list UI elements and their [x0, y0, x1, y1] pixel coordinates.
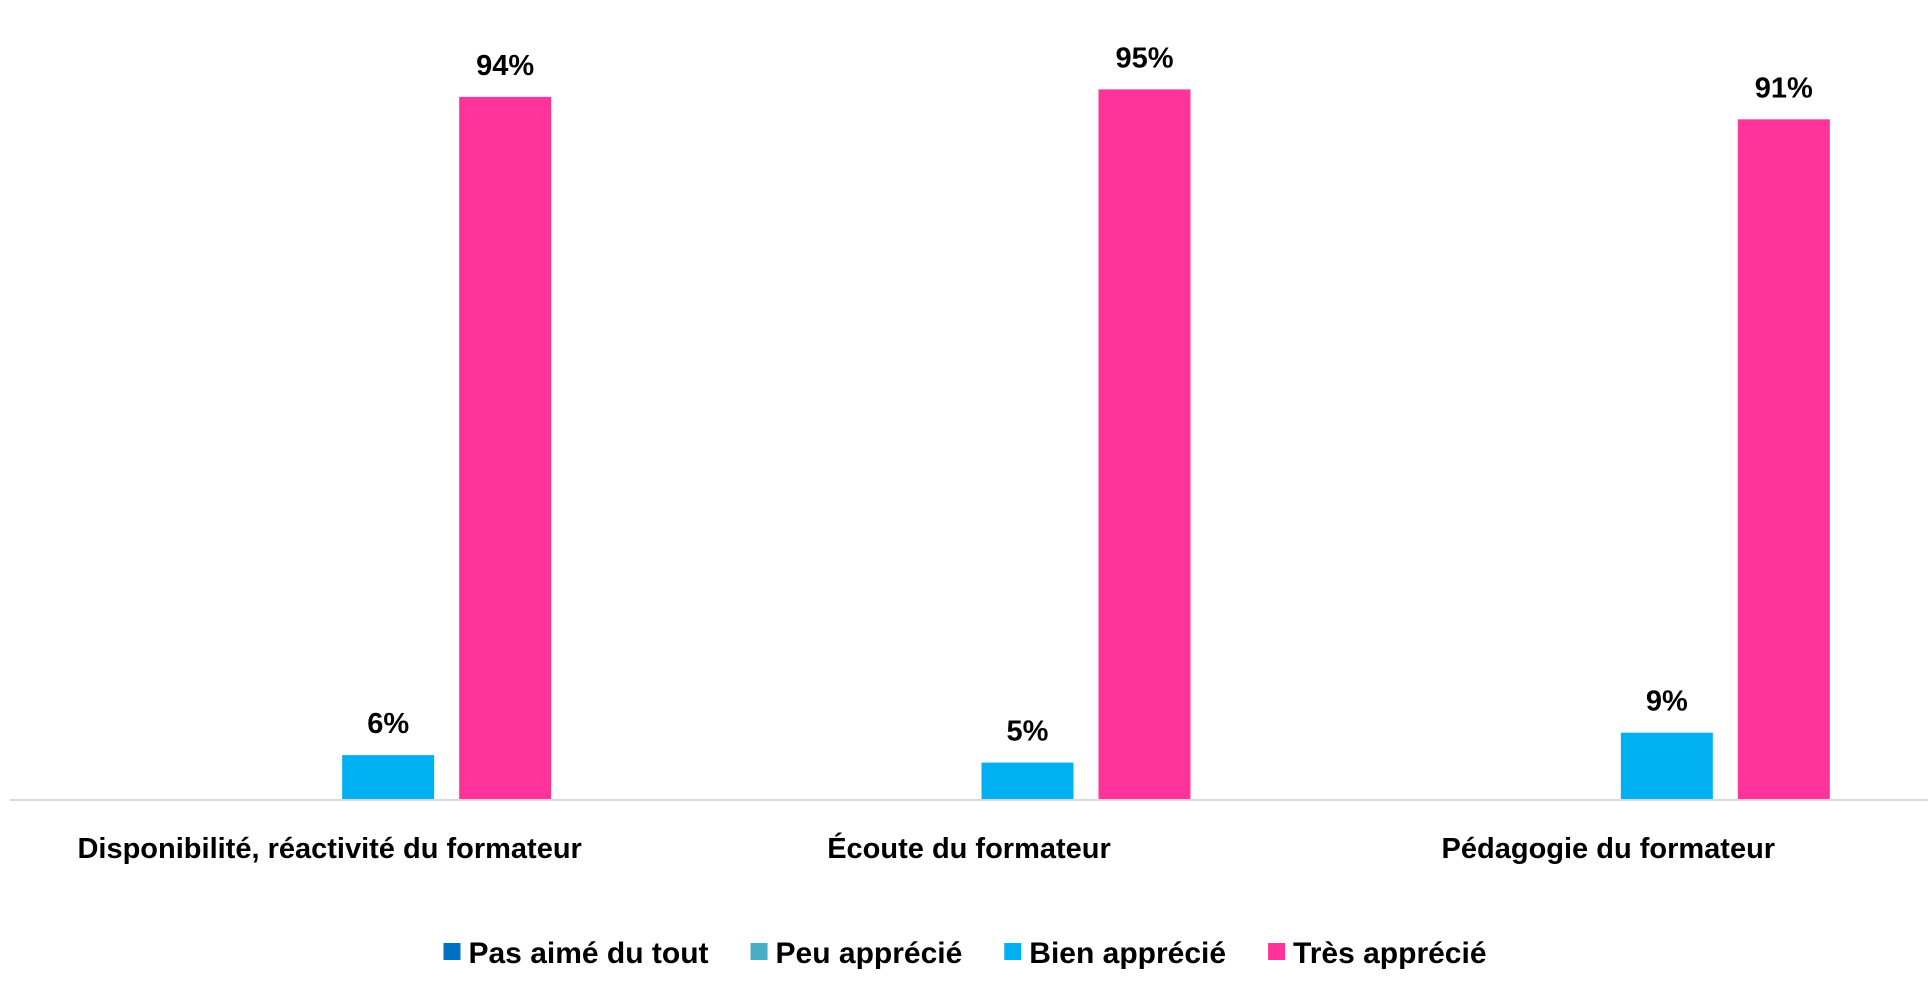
data-labels-layer: 6% 94% 5% 95% 9% 91%	[367, 42, 1813, 747]
bar-bien-apprecie-3	[1620, 732, 1713, 800]
legend-item-pas-aime-du-tout: Pas aimé du tout	[443, 937, 709, 970]
category-label-1: Disponibilité, réactivité du formateur	[77, 833, 581, 865]
bar-tres-apprecie-3	[1737, 119, 1830, 800]
legend-label-peu-apprecie: Peu apprécié	[776, 937, 963, 970]
legend-item-peu-apprecie: Peu apprécié	[750, 937, 963, 970]
legend-swatch-pas-aime-du-tout	[443, 943, 461, 960]
legend-label-tres-apprecie: Très apprécié	[1293, 937, 1486, 970]
data-label-tres-apprecie-1: 94%	[476, 50, 534, 82]
category-label-3: Pédagogie du formateur	[1442, 833, 1776, 865]
legend-label-pas-aime-du-tout: Pas aimé du tout	[468, 937, 708, 970]
legend: Pas aimé du tout Peu apprécié Bien appréci…	[443, 937, 1487, 970]
bar-bien-apprecie-2	[981, 762, 1074, 800]
data-label-bien-apprecie-1: 6%	[367, 708, 409, 740]
category-labels-layer: Disponibilité, réactivité du formateur Éc…	[77, 831, 1775, 865]
data-label-tres-apprecie-2: 95%	[1115, 42, 1173, 74]
bar-tres-apprecie-1	[459, 96, 552, 800]
bars-layer	[342, 89, 1830, 800]
bar-bien-apprecie-1	[342, 755, 435, 800]
legend-item-bien-apprecie: Bien apprécié	[1004, 937, 1226, 970]
legend-label-bien-apprecie: Bien apprécié	[1029, 937, 1226, 970]
legend-swatch-bien-apprecie	[1004, 943, 1022, 960]
legend-swatch-peu-apprecie	[750, 943, 768, 960]
bar-tres-apprecie-2	[1098, 89, 1191, 800]
data-label-bien-apprecie-3: 9%	[1646, 686, 1688, 718]
category-label-2: Écoute du formateur	[827, 831, 1111, 865]
data-label-tres-apprecie-3: 91%	[1755, 72, 1813, 104]
legend-swatch-tres-apprecie	[1268, 943, 1286, 960]
data-label-bien-apprecie-2: 5%	[1007, 716, 1049, 748]
legend-item-tres-apprecie: Très apprécié	[1268, 937, 1487, 970]
